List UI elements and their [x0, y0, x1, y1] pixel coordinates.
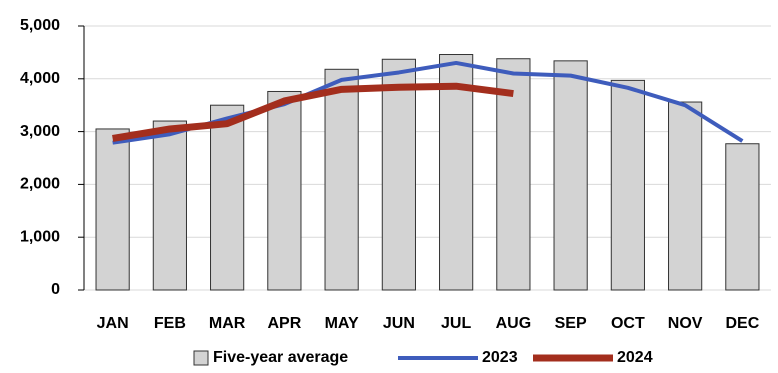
- legend-label: Five-year average: [213, 349, 348, 366]
- bar: [210, 104, 245, 291]
- bar: [439, 54, 474, 291]
- legend-swatch: [193, 350, 209, 366]
- x-tick-label: NOV: [668, 315, 703, 332]
- y-tick-label: 2,000: [20, 176, 60, 193]
- bar: [381, 58, 416, 291]
- line: [112, 82, 514, 142]
- bar: [553, 60, 588, 291]
- bar: [152, 120, 187, 291]
- y-tick-label: 4,000: [20, 70, 60, 87]
- bar: [324, 68, 359, 291]
- y-tick-label: 1,000: [20, 228, 60, 245]
- x-tick-label: MAY: [325, 315, 359, 332]
- bar: [725, 143, 760, 291]
- x-tick-label: OCT: [611, 315, 645, 332]
- y-tick-label: 0: [51, 281, 60, 298]
- x-tick-label: SEP: [555, 315, 587, 332]
- bar: [668, 101, 703, 291]
- y-tick-label: 3,000: [20, 123, 60, 140]
- bar: [610, 79, 645, 291]
- x-tick-label: DEC: [725, 315, 759, 332]
- line: [112, 60, 744, 145]
- bar: [267, 90, 302, 291]
- x-tick-label: FEB: [154, 315, 186, 332]
- x-tick-label: APR: [267, 315, 301, 332]
- x-tick-label: JUL: [441, 315, 471, 332]
- x-tick-label: MAR: [209, 315, 246, 332]
- legend-label: 2023: [482, 349, 518, 366]
- legend-label: 2024: [617, 349, 653, 366]
- y-tick-label: 5,000: [20, 17, 60, 34]
- x-tick-label: AUG: [496, 315, 532, 332]
- bar: [95, 128, 130, 291]
- x-tick-label: JUN: [383, 315, 415, 332]
- bar: [496, 58, 531, 291]
- x-tick-label: JAN: [97, 315, 129, 332]
